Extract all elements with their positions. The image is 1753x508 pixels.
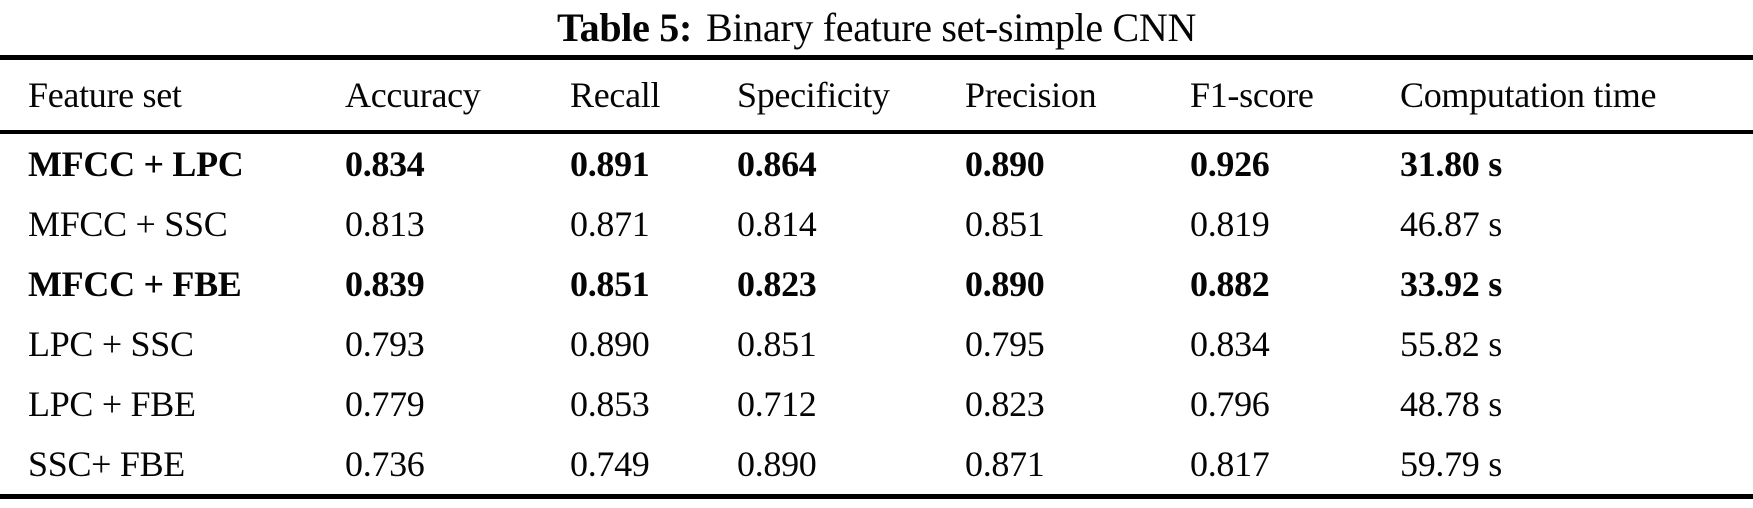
table-row: SSC+ FBE 0.736 0.749 0.890 0.871 0.817 5…: [0, 434, 1753, 494]
column-header-specificity: Specificity: [737, 75, 890, 115]
results-table: Feature set Accuracy Recall Specificity …: [0, 60, 1753, 130]
results-table-body: MFCC + LPC 0.834 0.891 0.864 0.890 0.926…: [0, 134, 1753, 494]
table-row: LPC + SSC 0.793 0.890 0.851 0.795 0.834 …: [0, 314, 1753, 374]
accuracy-cell: 0.813: [345, 204, 425, 244]
computation-time-cell: 59.79 s: [1400, 444, 1502, 484]
precision-cell: 0.871: [965, 444, 1045, 484]
accuracy-cell: 0.736: [345, 444, 425, 484]
recall-cell: 0.851: [570, 264, 650, 304]
f1-score-cell: 0.834: [1190, 324, 1270, 364]
precision-cell: 0.890: [965, 144, 1045, 184]
specificity-cell: 0.712: [737, 384, 817, 424]
column-header-feature-set: Feature set: [28, 75, 182, 115]
column-header-recall: Recall: [570, 75, 661, 115]
f1-score-cell: 0.817: [1190, 444, 1270, 484]
feature-set-cell: LPC + SSC: [28, 324, 194, 364]
precision-cell: 0.823: [965, 384, 1045, 424]
feature-set-cell: MFCC + SSC: [28, 204, 228, 244]
column-header-precision: Precision: [965, 75, 1097, 115]
accuracy-cell: 0.793: [345, 324, 425, 364]
recall-cell: 0.871: [570, 204, 650, 244]
feature-set-cell: SSC+ FBE: [28, 444, 185, 484]
table-top-rule: [0, 55, 1753, 60]
specificity-cell: 0.890: [737, 444, 817, 484]
table-header-row: Feature set Accuracy Recall Specificity …: [0, 60, 1753, 130]
precision-cell: 0.795: [965, 324, 1045, 364]
computation-time-cell: 33.92 s: [1400, 264, 1502, 304]
feature-set-cell: MFCC + LPC: [28, 144, 244, 184]
computation-time-cell: 48.78 s: [1400, 384, 1502, 424]
table-caption: Table 5: Binary feature set-simple CNN: [0, 0, 1753, 55]
table-row: LPC + FBE 0.779 0.853 0.712 0.823 0.796 …: [0, 374, 1753, 434]
table-bottom-rule: [0, 494, 1753, 499]
computation-time-cell: 31.80 s: [1400, 144, 1502, 184]
table-row: MFCC + LPC 0.834 0.891 0.864 0.890 0.926…: [0, 134, 1753, 194]
table-caption-text: Binary feature set-simple CNN: [705, 5, 1197, 50]
specificity-cell: 0.851: [737, 324, 817, 364]
recall-cell: 0.890: [570, 324, 650, 364]
precision-cell: 0.890: [965, 264, 1045, 304]
feature-set-cell: MFCC + FBE: [28, 264, 242, 304]
f1-score-cell: 0.882: [1190, 264, 1270, 304]
feature-set-cell: LPC + FBE: [28, 384, 196, 424]
accuracy-cell: 0.834: [345, 144, 425, 184]
accuracy-cell: 0.779: [345, 384, 425, 424]
computation-time-cell: 46.87 s: [1400, 204, 1502, 244]
recall-cell: 0.891: [570, 144, 650, 184]
precision-cell: 0.851: [965, 204, 1045, 244]
table-caption-label: Table 5:: [556, 5, 692, 50]
table-header-rule: [0, 130, 1753, 134]
column-header-accuracy: Accuracy: [345, 75, 481, 115]
table-row: MFCC + SSC 0.813 0.871 0.814 0.851 0.819…: [0, 194, 1753, 254]
column-header-computation-time: Computation time: [1400, 75, 1657, 115]
recall-cell: 0.749: [570, 444, 650, 484]
specificity-cell: 0.814: [737, 204, 817, 244]
f1-score-cell: 0.819: [1190, 204, 1270, 244]
f1-score-cell: 0.796: [1190, 384, 1270, 424]
specificity-cell: 0.823: [737, 264, 817, 304]
accuracy-cell: 0.839: [345, 264, 425, 304]
computation-time-cell: 55.82 s: [1400, 324, 1502, 364]
recall-cell: 0.853: [570, 384, 650, 424]
f1-score-cell: 0.926: [1190, 144, 1270, 184]
table-row: MFCC + FBE 0.839 0.851 0.823 0.890 0.882…: [0, 254, 1753, 314]
column-header-f1-score: F1-score: [1190, 75, 1314, 115]
specificity-cell: 0.864: [737, 144, 817, 184]
